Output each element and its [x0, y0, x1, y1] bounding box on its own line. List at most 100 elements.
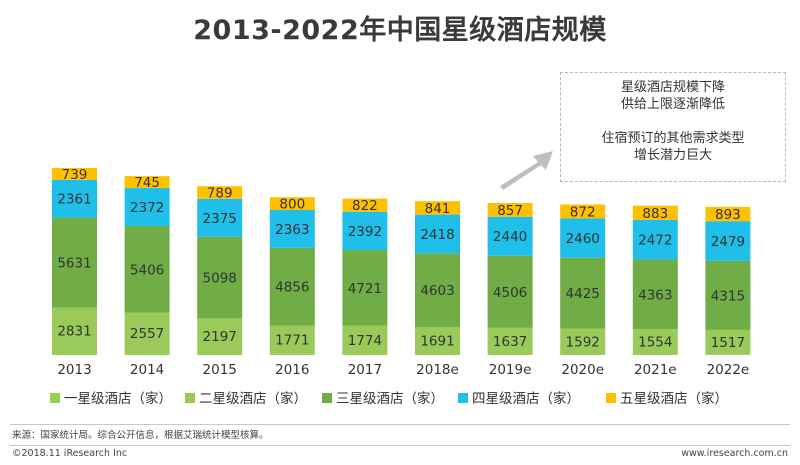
data-label: 2197	[203, 329, 237, 345]
bar-segment	[342, 211, 388, 251]
bar-segment	[705, 354, 751, 355]
bar-segment	[197, 318, 243, 354]
data-label: 4603	[420, 283, 454, 299]
bar-segment	[342, 353, 388, 355]
legend-label: 一星级酒店（家）	[64, 390, 172, 407]
data-label: 1637	[493, 334, 527, 350]
source-note: 来源：国家统计局。综合公开信息，根据艾瑞统计模型核算。	[12, 430, 269, 441]
bar-segment	[197, 236, 243, 319]
legend-label: 四星级酒店（家）	[472, 390, 580, 407]
data-label: 841	[425, 201, 451, 217]
data-label: 2375	[203, 211, 237, 227]
callout-line: 供给上限逐渐降低	[620, 97, 725, 112]
data-label: 2440	[493, 229, 527, 245]
bar-segment	[269, 210, 315, 248]
bar-segment	[632, 354, 678, 355]
x-tick-label: 2016	[275, 362, 309, 378]
bar-segment	[632, 219, 678, 260]
bar-segment	[560, 218, 606, 258]
legend-swatch	[185, 393, 195, 403]
callout-line: 住宿预订的其他需求类型	[601, 131, 745, 146]
data-label: 800	[279, 197, 305, 213]
data-label: 2392	[348, 224, 382, 240]
bar-segment	[415, 354, 460, 355]
legend-swatch	[50, 393, 60, 403]
data-label: 2472	[638, 233, 672, 249]
data-label: 745	[134, 175, 160, 191]
footer-divider	[10, 445, 790, 446]
data-label: 2363	[275, 222, 309, 238]
data-label: 5098	[203, 271, 237, 287]
data-label: 893	[715, 207, 741, 223]
x-tick-label: 2013	[57, 362, 91, 378]
bar-segment	[342, 198, 388, 212]
bar-segment	[124, 312, 170, 354]
bar-segment	[269, 353, 315, 355]
x-tick-label: 2015	[203, 362, 237, 378]
bar-segment	[415, 253, 460, 327]
bar-segment	[705, 221, 751, 261]
legend-swatch	[458, 393, 468, 403]
legend-swatch	[322, 393, 332, 403]
bar-segment	[487, 327, 533, 355]
data-label: 4363	[638, 287, 672, 303]
bar-segment	[52, 168, 97, 180]
bar-segment	[124, 226, 170, 313]
data-label: 872	[570, 204, 596, 220]
data-label: 1691	[420, 333, 454, 349]
data-label: 4425	[566, 286, 600, 302]
data-label: 739	[62, 167, 88, 183]
bar-segment	[124, 188, 170, 227]
data-label: 2418	[420, 227, 454, 243]
x-tick-label: 2018e	[416, 362, 459, 378]
callout-box: 星级酒店规模下降 供给上限逐渐降低 住宿预订的其他需求类型 增长潜力巨大	[560, 72, 786, 182]
bar-segment	[560, 257, 606, 329]
copyright: ©2018.11 iResearch Inc	[12, 448, 128, 459]
bar-segment	[342, 250, 388, 326]
bar-segment	[52, 217, 97, 308]
data-label: 4315	[711, 288, 745, 304]
bar-segment	[560, 328, 606, 355]
data-label: 2557	[130, 326, 164, 342]
data-label: 2460	[566, 231, 600, 247]
data-label: 4506	[493, 285, 527, 301]
bar-segment	[705, 329, 751, 355]
bar-segment	[560, 204, 606, 219]
bar-segment	[342, 325, 388, 354]
data-label: 1774	[348, 333, 382, 349]
x-tick-label: 2020e	[561, 362, 604, 378]
data-label: 4856	[275, 280, 309, 296]
bar-segment	[487, 354, 533, 355]
x-tick-label: 2021e	[634, 362, 677, 378]
bar-segment	[197, 198, 243, 237]
bar-segment	[415, 214, 460, 254]
bar-segment	[52, 179, 97, 218]
data-label: 5406	[130, 262, 164, 278]
bar-segment	[197, 186, 243, 199]
bar-segment	[52, 352, 97, 355]
x-tick-label: 2014	[130, 362, 164, 378]
bar-segment	[632, 205, 678, 220]
bar-segment	[124, 176, 170, 189]
bar-segment	[52, 307, 97, 353]
data-label: 1771	[275, 333, 309, 349]
data-label: 857	[497, 203, 523, 219]
bar-segment	[415, 326, 460, 355]
footer-divider	[10, 424, 790, 425]
data-label: 4721	[348, 281, 382, 297]
bar-segment	[487, 255, 533, 328]
x-tick-label: 2019e	[489, 362, 532, 378]
bar-segment	[269, 197, 315, 211]
bar-segment	[632, 259, 678, 330]
data-label: 2479	[711, 234, 745, 250]
data-label: 822	[352, 198, 378, 214]
website-link[interactable]: www.iresearch.com.cn	[681, 448, 788, 459]
x-tick-label: 2017	[348, 362, 382, 378]
legend-label: 五星级酒店（家）	[620, 390, 728, 407]
data-label: 2831	[57, 323, 91, 339]
bar-segment	[124, 353, 170, 355]
data-label: 5631	[57, 256, 91, 272]
data-label: 883	[642, 206, 668, 222]
legend-label: 三星级酒店（家）	[336, 390, 444, 407]
data-label: 789	[207, 186, 233, 202]
